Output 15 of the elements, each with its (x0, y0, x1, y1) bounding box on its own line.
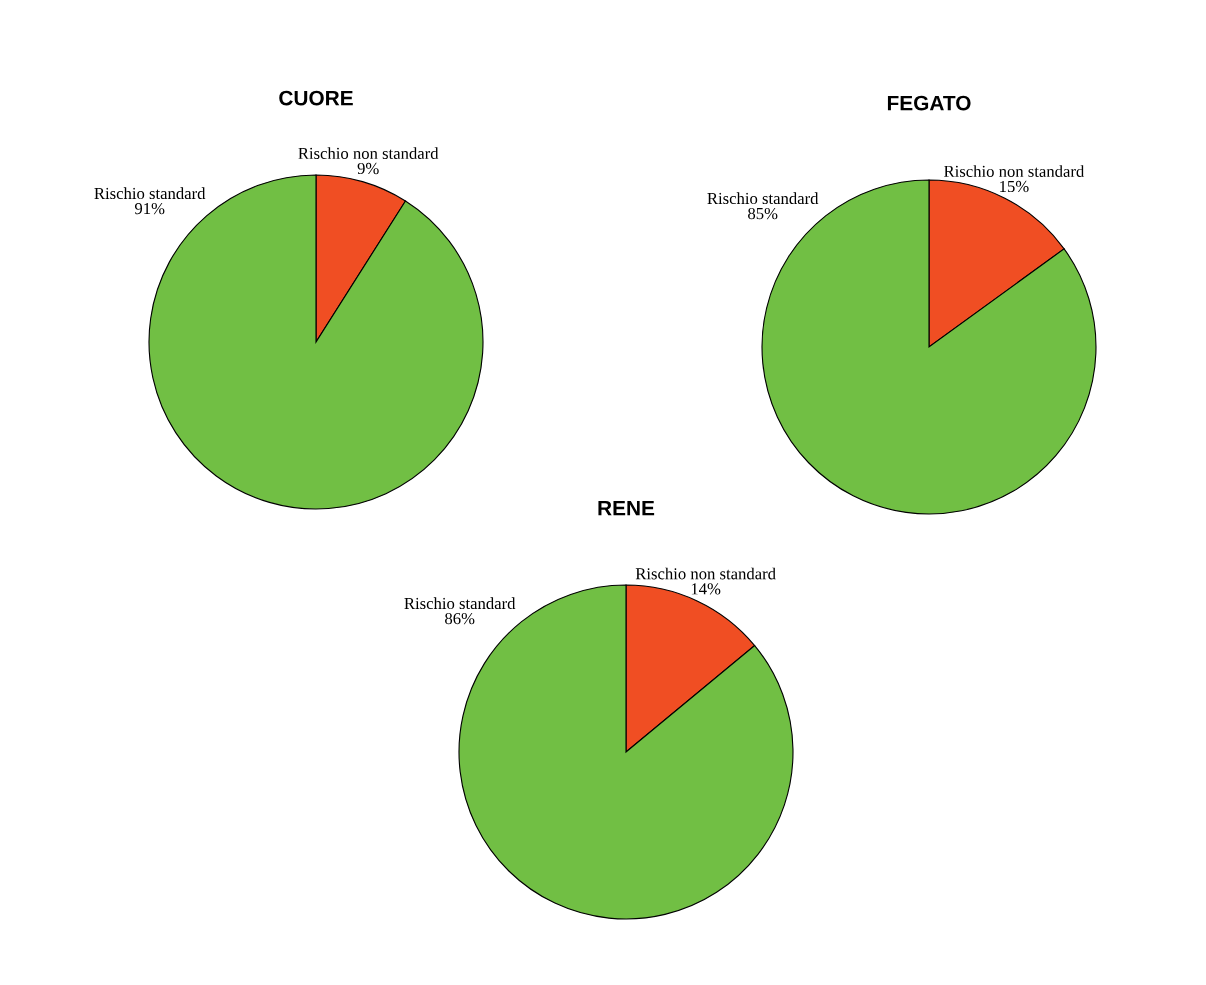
chart-title: FEGATO (887, 95, 971, 111)
chart-title: RENE (598, 500, 655, 516)
data-label: 15% (1000, 180, 1029, 193)
data-label: 91% (134, 202, 165, 215)
slice-label: Rischio standard (404, 597, 516, 610)
slice-label: Rischio non standard (298, 147, 439, 159)
slice-label: Rischio non standard (635, 567, 776, 580)
slice-label: Rischio non standard (944, 165, 1085, 177)
data-label: 86% (445, 612, 475, 625)
data-label: 85% (748, 207, 778, 220)
slice-label: Rischio standard (94, 187, 206, 200)
chart-title: CUORE (279, 90, 353, 106)
data-label: 9% (357, 162, 379, 175)
slice-label: Rischio standard (707, 192, 819, 205)
data-label: 14% (691, 583, 721, 595)
